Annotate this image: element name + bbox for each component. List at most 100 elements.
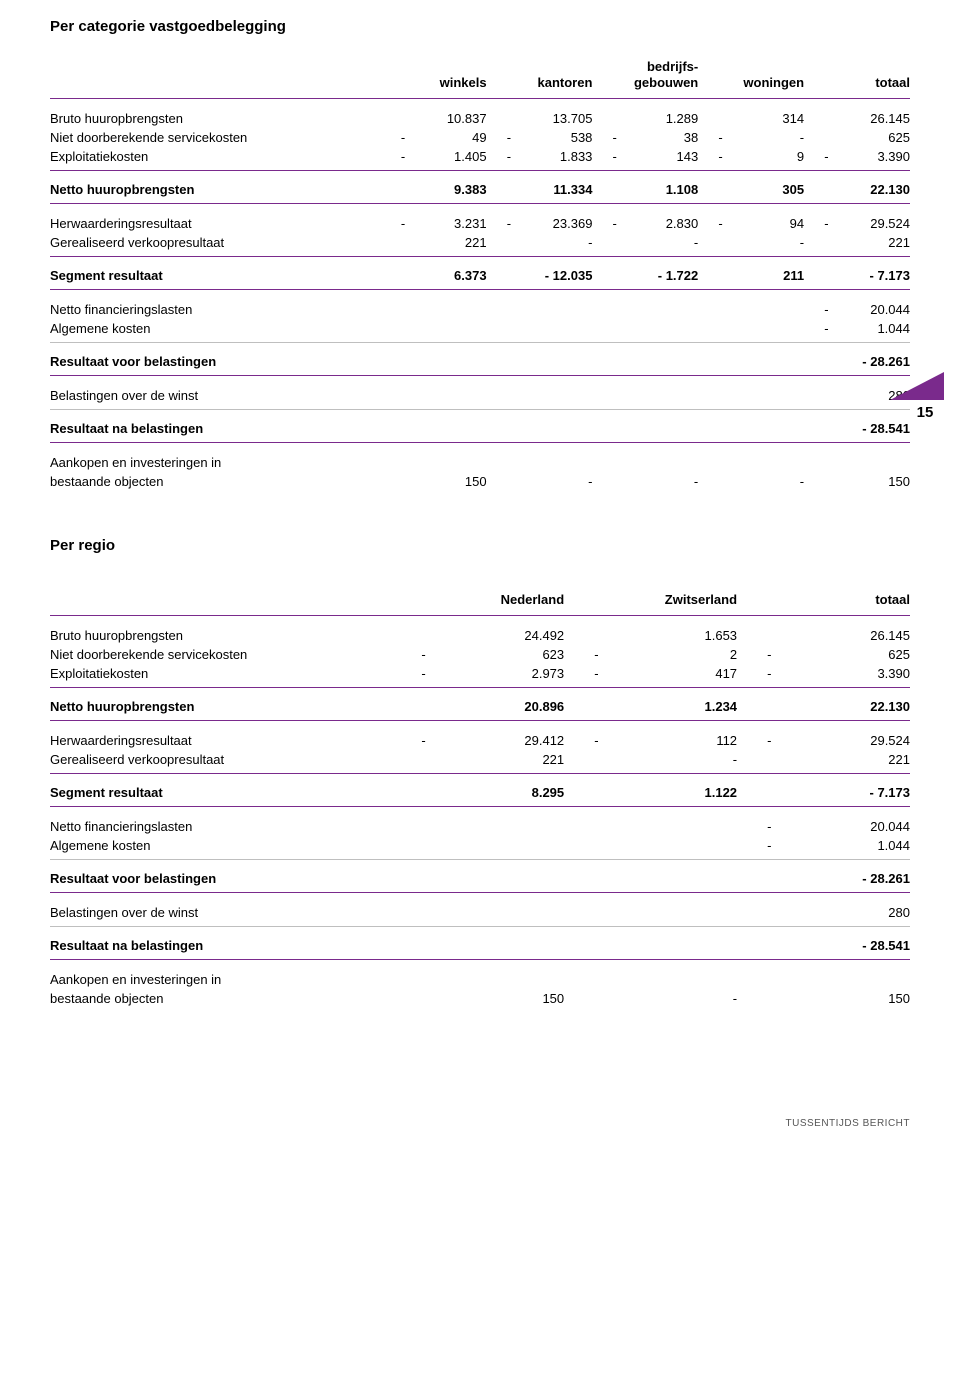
cell-value [513, 319, 592, 338]
cell-value: - 28.541 [773, 936, 910, 955]
table-row: Exploitatiekosten-1.405-1.833-143-9-3.39… [50, 147, 910, 166]
cell-value: 9 [725, 147, 804, 166]
cell-value: 11.334 [513, 180, 592, 199]
row-label: Algemene kosten [50, 836, 391, 855]
cell-value: 49 [407, 128, 486, 147]
row-label: bestaande objecten [50, 989, 391, 1008]
row-label: Belastingen over de winst [50, 386, 381, 405]
cell-value: 29.412 [428, 731, 565, 750]
cell-value: 26.145 [773, 626, 910, 645]
cell-value: 1.044 [773, 836, 910, 855]
cell-value: 29.524 [773, 731, 910, 750]
cell-value: 22.130 [773, 697, 910, 716]
cell-value: 417 [601, 664, 738, 683]
cell-value: 221 [831, 233, 910, 252]
column-header: bedrijfs-gebouwen [619, 57, 698, 94]
cell-value: 24.492 [428, 626, 565, 645]
table-row: Resultaat voor belastingen- 28.261 [50, 869, 910, 888]
table-row: Bruto huuropbrengsten24.4921.65326.145 [50, 626, 910, 645]
cell-value: 1.405 [407, 147, 486, 166]
row-label: Aankopen en investeringen in [50, 453, 381, 472]
cell-value [725, 386, 804, 405]
cell-value: 20.044 [831, 300, 910, 319]
row-label: Belastingen over de winst [50, 903, 391, 922]
cell-value [428, 903, 565, 922]
column-header: woningen [725, 57, 804, 94]
cell-value: 1.234 [601, 697, 738, 716]
row-label: Gerealiseerd verkoopresultaat [50, 750, 391, 769]
table-row: Segment resultaat6.373- 12.035- 1.722211… [50, 266, 910, 285]
column-header: winkels [407, 57, 486, 94]
table-row: Algemene kosten-1.044 [50, 319, 910, 338]
cell-value [619, 419, 698, 438]
cell-value [407, 352, 486, 371]
row-label: Netto huuropbrengsten [50, 697, 391, 716]
row-label: Niet doorberekende servicekosten [50, 645, 391, 664]
cell-value [725, 453, 804, 472]
cell-value [428, 970, 565, 989]
table-row: Gerealiseerd verkoopresultaat221---221 [50, 233, 910, 252]
cell-value: - 7.173 [831, 266, 910, 285]
cell-value [428, 836, 565, 855]
cell-value: - 7.173 [773, 783, 910, 802]
row-label: Netto financieringslasten [50, 300, 381, 319]
cell-value [619, 300, 698, 319]
table-row: Segment resultaat8.2951.122- 7.173 [50, 783, 910, 802]
cell-value: 3.390 [831, 147, 910, 166]
cell-value: 22.130 [831, 180, 910, 199]
cell-value [407, 419, 486, 438]
row-label: Resultaat voor belastingen [50, 352, 381, 371]
cell-value: - 1.722 [619, 266, 698, 285]
cell-value: - 12.035 [513, 266, 592, 285]
column-header: totaal [773, 590, 910, 612]
cell-value [513, 386, 592, 405]
cell-value: 23.369 [513, 214, 592, 233]
cell-value: 221 [407, 233, 486, 252]
cell-value: - [513, 472, 592, 491]
cell-value: 112 [601, 731, 738, 750]
triangle-icon [890, 372, 944, 400]
table-row: Niet doorberekende servicekosten-623-2-6… [50, 645, 910, 664]
cell-value [831, 453, 910, 472]
cell-value [407, 453, 486, 472]
row-label: Netto financieringslasten [50, 817, 391, 836]
cell-value: - [513, 233, 592, 252]
cell-value: 1.108 [619, 180, 698, 199]
cell-value: 150 [773, 989, 910, 1008]
column-header: totaal [831, 57, 910, 94]
table-row: bestaande objecten150-150 [50, 989, 910, 1008]
section-title-per-categorie: Per categorie vastgoedbelegging [50, 18, 910, 35]
cell-value [725, 319, 804, 338]
cell-value: 10.837 [407, 109, 486, 128]
cell-value: 625 [773, 645, 910, 664]
cell-value [601, 903, 738, 922]
row-label: Netto huuropbrengsten [50, 180, 381, 199]
row-label: Segment resultaat [50, 266, 381, 285]
cell-value: 2.830 [619, 214, 698, 233]
cell-value [601, 869, 738, 888]
cell-value [513, 419, 592, 438]
row-label: Bruto huuropbrengsten [50, 109, 381, 128]
row-label: Resultaat na belastingen [50, 936, 391, 955]
cell-value: 1.044 [831, 319, 910, 338]
cell-value: - [725, 128, 804, 147]
cell-value [428, 869, 565, 888]
row-label: Niet doorberekende servicekosten [50, 128, 381, 147]
row-label: Herwaarderingsresultaat [50, 731, 391, 750]
cell-value [619, 319, 698, 338]
cell-value: 143 [619, 147, 698, 166]
cell-value [428, 936, 565, 955]
table-row: Netto financieringslasten-20.044 [50, 300, 910, 319]
row-label: bestaande objecten [50, 472, 381, 491]
cell-value: 13.705 [513, 109, 592, 128]
cell-value [513, 300, 592, 319]
cell-value: - [725, 472, 804, 491]
cell-value: 280 [773, 903, 910, 922]
cell-value: - 28.541 [831, 419, 910, 438]
table-row: Belastingen over de winst280 [50, 386, 910, 405]
cell-value [513, 453, 592, 472]
table-row: Netto financieringslasten-20.044 [50, 817, 910, 836]
cell-value: 29.524 [831, 214, 910, 233]
table-row: Gerealiseerd verkoopresultaat221-221 [50, 750, 910, 769]
row-label: Exploitatiekosten [50, 147, 381, 166]
